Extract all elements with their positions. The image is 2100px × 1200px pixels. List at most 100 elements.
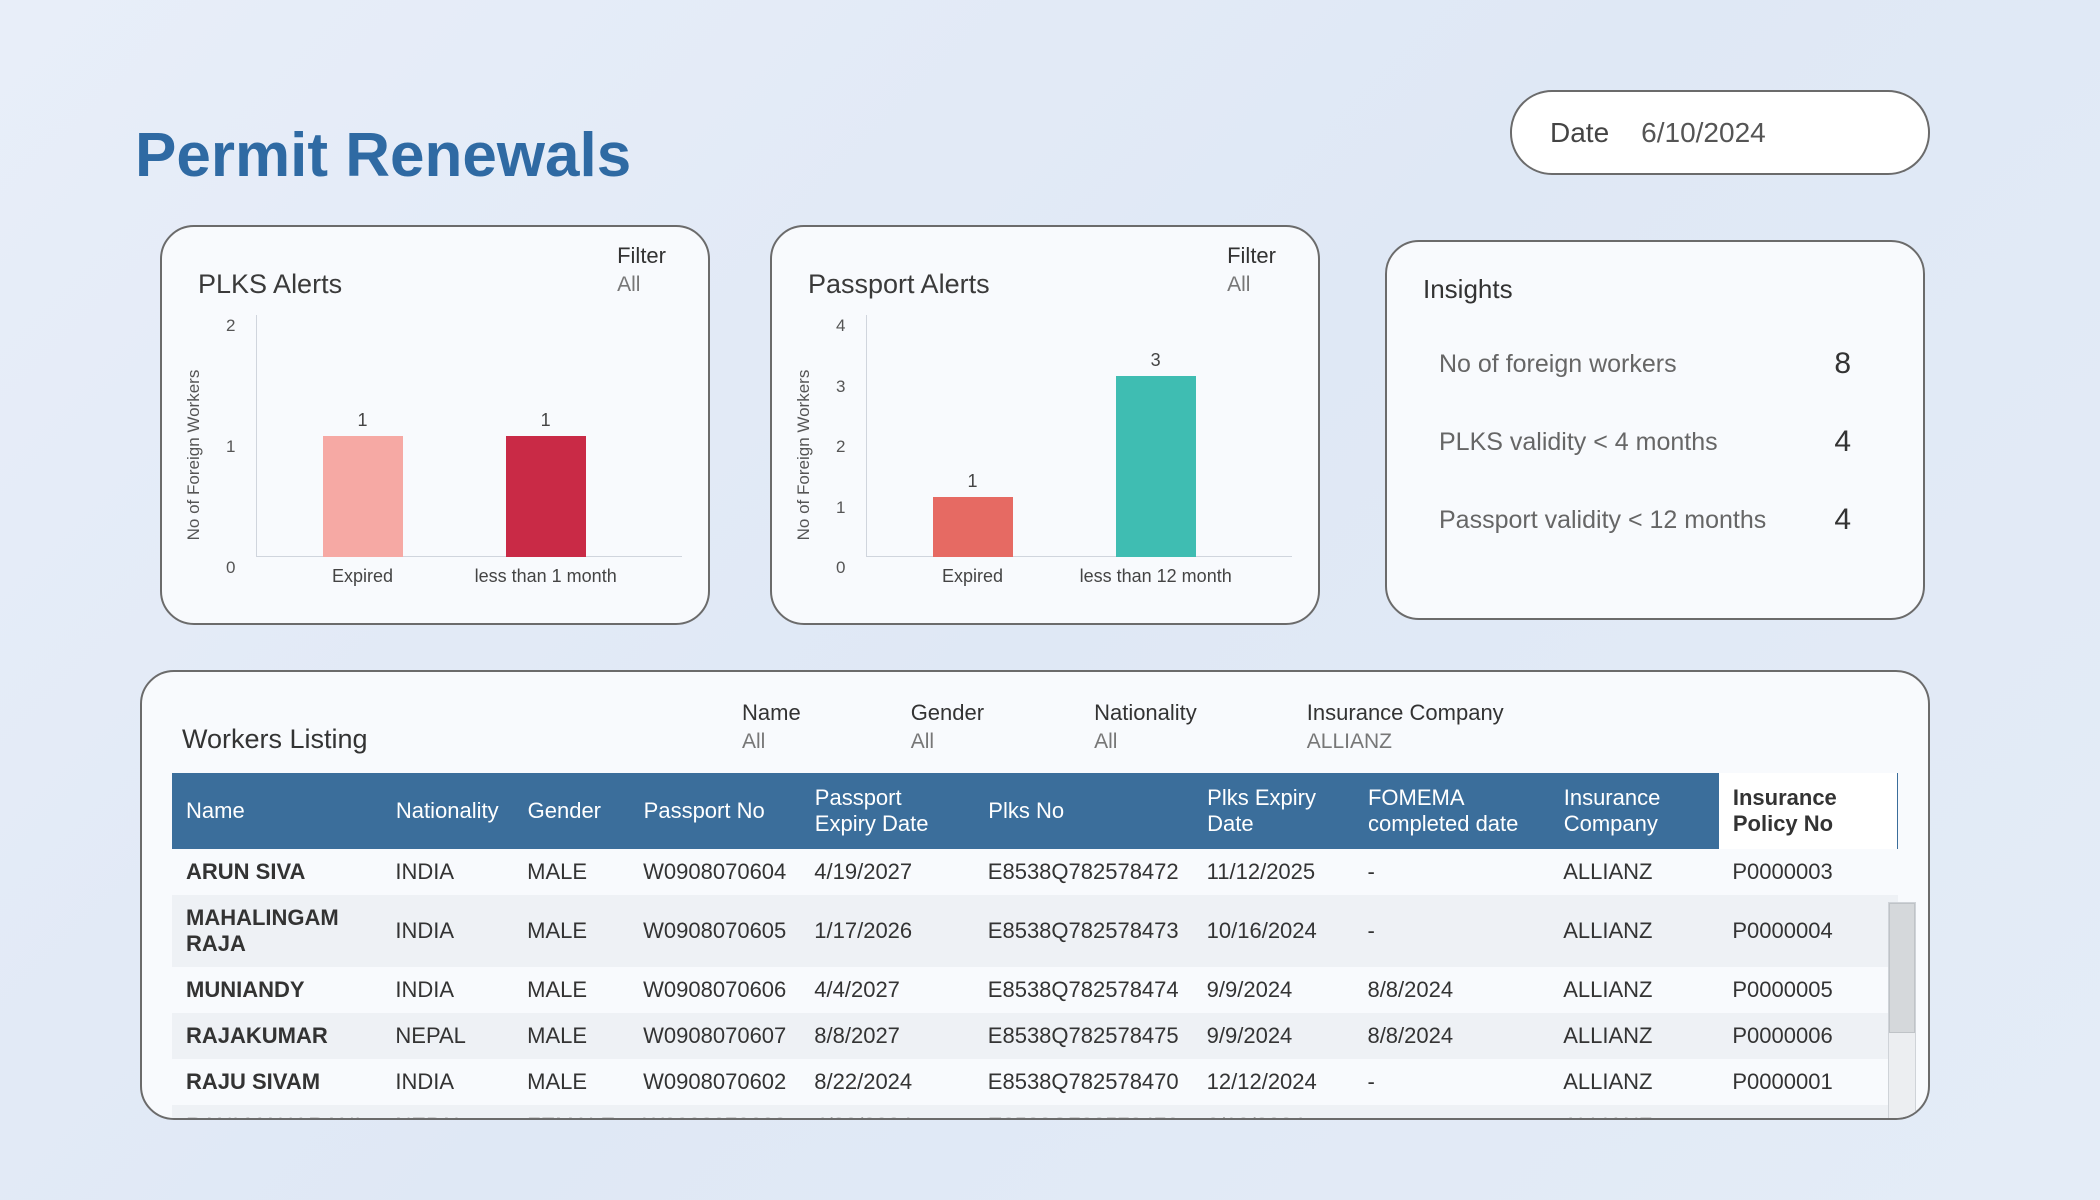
insight-value: 4	[1834, 503, 1851, 537]
table-cell: 11/12/2025	[1193, 849, 1354, 895]
y-tick: 1	[836, 498, 845, 518]
insight-value: 8	[1834, 347, 1851, 381]
y-tick: 3	[836, 377, 845, 397]
table-filter-label: Gender	[911, 700, 984, 726]
bar-value-label: 1	[967, 471, 977, 492]
table-cell: -	[1353, 1059, 1549, 1105]
table-cell: W0908070604	[629, 849, 800, 895]
table-cell: ALLIANZ	[1549, 895, 1718, 967]
y-tick: 0	[836, 558, 845, 578]
table-cell: MALE	[513, 849, 629, 895]
table-cell: ALLIANZ	[1549, 1105, 1718, 1120]
plks-card-title: PLKS Alerts	[198, 269, 680, 300]
table-cell: P0000003	[1718, 849, 1897, 895]
table-cell: ALLIANZ	[1549, 1013, 1718, 1059]
table-cell: 8/8/2024	[1353, 1013, 1549, 1059]
table-cell: MALE	[513, 967, 629, 1013]
insights-title: Insights	[1423, 274, 1895, 305]
x-tick: Expired	[332, 566, 393, 587]
passport-y-axis-label: No of Foreign Workers	[794, 370, 814, 541]
plks-filter[interactable]: Filter All	[617, 243, 666, 297]
table-header-cell[interactable]: Nationality	[381, 773, 513, 849]
bar-value-label: 3	[1151, 350, 1161, 371]
table-row[interactable]: RANI MAHARANINEPALFEMALEW09080706084/30/…	[172, 1105, 1898, 1120]
table-cell: E8538Q782578475	[974, 1013, 1193, 1059]
table-cell: P0000005	[1718, 967, 1897, 1013]
table-header-cell[interactable]: FOMEMA completed date	[1353, 773, 1549, 849]
chart-bar[interactable]: 3	[1116, 376, 1196, 558]
passport-alerts-card: Passport Alerts Filter All No of Foreign…	[770, 225, 1320, 625]
table-cell: NEPAL	[381, 1105, 513, 1120]
table-cell: NEPAL	[381, 1013, 513, 1059]
passport-card-title: Passport Alerts	[808, 269, 1290, 300]
table-header-cell[interactable]: Plks Expiry Date	[1193, 773, 1354, 849]
chart-bar[interactable]: 1	[933, 497, 1013, 558]
chart-bar[interactable]: 1	[323, 436, 403, 557]
insights-card: Insights No of foreign workers8PLKS vali…	[1385, 240, 1925, 620]
table-cell: E8538Q782578472	[974, 849, 1193, 895]
date-pill: Date 6/10/2024	[1510, 90, 1930, 175]
workers-table: NameNationalityGenderPassport NoPassport…	[172, 773, 1898, 1120]
table-cell: 12/12/2024	[1193, 1059, 1354, 1105]
y-tick: 0	[226, 558, 235, 578]
bar-value-label: 1	[541, 410, 551, 431]
table-cell: ALLIANZ	[1549, 849, 1718, 895]
table-cell: RANI MAHARANI	[172, 1105, 381, 1120]
table-row[interactable]: RAJAKUMARNEPALMALEW09080706078/8/2027E85…	[172, 1013, 1898, 1059]
table-cell: -	[1353, 895, 1549, 967]
plks-filter-label: Filter	[617, 243, 666, 269]
table-header-cell[interactable]: Insurance Policy No	[1718, 773, 1897, 849]
bar-value-label: 1	[357, 410, 367, 431]
insight-row: No of foreign workers8	[1439, 325, 1871, 403]
table-row[interactable]: MUNIANDYINDIAMALEW09080706064/4/2027E853…	[172, 967, 1898, 1013]
table-cell: E8538Q782578470	[974, 1059, 1193, 1105]
table-header-cell[interactable]: Passport No	[629, 773, 800, 849]
y-tick: 1	[226, 437, 235, 457]
table-cell: -	[1353, 849, 1549, 895]
table-cell: W0908070606	[629, 967, 800, 1013]
table-cell: W0908070605	[629, 895, 800, 967]
table-cell: MALE	[513, 895, 629, 967]
table-cell: 4/19/2027	[800, 849, 974, 895]
table-cell: 9/9/2024	[1193, 1013, 1354, 1059]
insight-row: PLKS validity < 4 months4	[1439, 403, 1871, 481]
passport-filter[interactable]: Filter All	[1227, 243, 1276, 297]
plks-alerts-card: PLKS Alerts Filter All No of Foreign Wor…	[160, 225, 710, 625]
table-cell: 9/9/2024	[1193, 967, 1354, 1013]
table-scroll-thumb[interactable]	[1889, 903, 1915, 1033]
table-header-cell[interactable]: Gender	[513, 773, 629, 849]
table-filter[interactable]: GenderAll	[911, 700, 984, 754]
table-filter-value: ALLIANZ	[1307, 730, 1504, 754]
table-filter[interactable]: Insurance CompanyALLIANZ	[1307, 700, 1504, 754]
passport-filter-value: All	[1227, 273, 1276, 297]
table-header-cell[interactable]: Insurance Company	[1549, 773, 1718, 849]
plks-chart: No of Foreign Workers 0121Expired1less t…	[202, 315, 682, 595]
passport-chart: No of Foreign Workers 012341Expired3less…	[812, 315, 1292, 595]
table-cell: E8538Q782578476	[974, 1105, 1193, 1120]
table-cell: 10/16/2024	[1193, 895, 1354, 967]
table-header-cell[interactable]: Name	[172, 773, 381, 849]
table-cell: W0908070602	[629, 1059, 800, 1105]
x-tick: less than 1 month	[475, 566, 617, 587]
table-header-cell[interactable]: Passport Expiry Date	[800, 773, 974, 849]
y-tick: 2	[836, 437, 845, 457]
table-filter[interactable]: NameAll	[742, 700, 801, 754]
table-cell: 8/8/2024	[1353, 967, 1549, 1013]
table-cell: FEMALE	[513, 1105, 629, 1120]
table-row[interactable]: RAJU SIVAMINDIAMALEW09080706028/22/2024E…	[172, 1059, 1898, 1105]
table-cell: P0000001	[1718, 1059, 1897, 1105]
table-header-cell[interactable]: Plks No	[974, 773, 1193, 849]
table-row[interactable]: MAHALINGAM RAJAINDIAMALEW09080706051/17/…	[172, 895, 1898, 967]
table-cell: 8/22/2024	[800, 1059, 974, 1105]
date-label: Date	[1550, 117, 1609, 149]
table-cell	[1718, 1105, 1897, 1120]
workers-listing-card: Workers Listing NameAllGenderAllNational…	[140, 670, 1930, 1120]
insight-label: PLKS validity < 4 months	[1439, 428, 1718, 457]
table-row[interactable]: ARUN SIVAINDIAMALEW09080706044/19/2027E8…	[172, 849, 1898, 895]
workers-title: Workers Listing	[182, 724, 682, 755]
chart-bar[interactable]: 1	[506, 436, 586, 557]
table-filter[interactable]: NationalityAll	[1094, 700, 1197, 754]
table-cell: INDIA	[381, 1059, 513, 1105]
table-scrollbar[interactable]	[1888, 902, 1916, 1120]
table-filter-value: All	[742, 730, 801, 754]
